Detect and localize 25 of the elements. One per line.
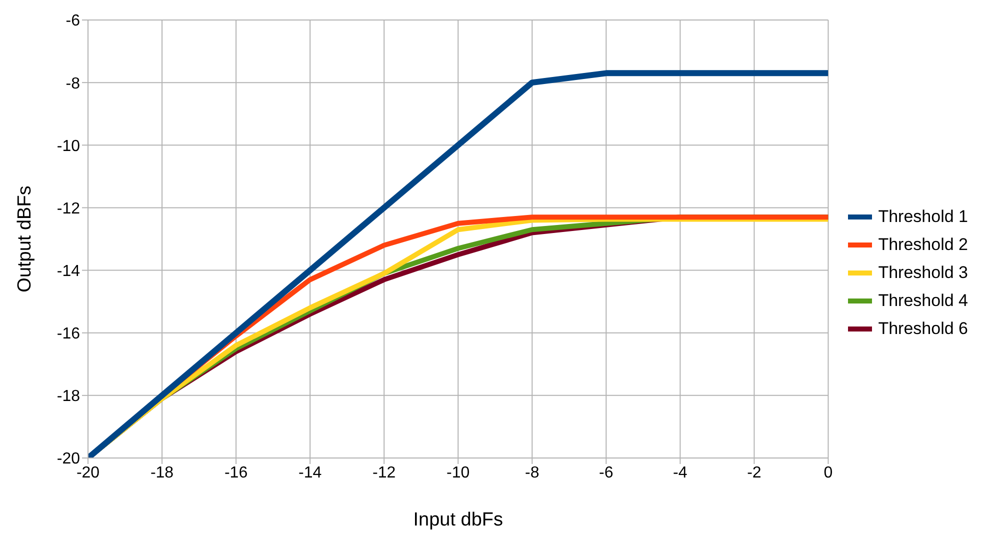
x-tick-label: -2 <box>747 464 762 482</box>
legend-label: Threshold 2 <box>878 234 968 256</box>
y-tick-label: -12 <box>56 200 80 218</box>
x-tick-label: -18 <box>150 464 174 482</box>
x-tick-label: -12 <box>372 464 396 482</box>
legend-label: Threshold 3 <box>878 262 968 284</box>
y-tick-label: -20 <box>56 450 80 468</box>
y-tick-label: -6 <box>66 12 80 30</box>
x-tick-label: -8 <box>525 464 540 482</box>
x-tick-label: -14 <box>298 464 322 482</box>
legend-label: Threshold 4 <box>878 290 968 312</box>
x-tick-label: -16 <box>224 464 248 482</box>
y-tick-label: -16 <box>56 326 80 343</box>
x-tick-label: -4 <box>673 464 688 482</box>
y-tick-label: -8 <box>66 75 80 92</box>
legend-label: Threshold 6 <box>878 318 968 340</box>
y-axis-title: Output dBFs <box>14 186 36 292</box>
legend-label: Threshold 1 <box>878 206 968 228</box>
x-axis-title: Input dbFs <box>413 509 503 530</box>
y-tick-label: -14 <box>56 262 80 280</box>
x-tick-label: -6 <box>599 464 614 482</box>
x-tick-label: 0 <box>824 464 833 482</box>
y-tick-label: -18 <box>56 388 80 406</box>
x-tick-label: -10 <box>446 464 470 482</box>
y-tick-label: -10 <box>56 138 80 155</box>
